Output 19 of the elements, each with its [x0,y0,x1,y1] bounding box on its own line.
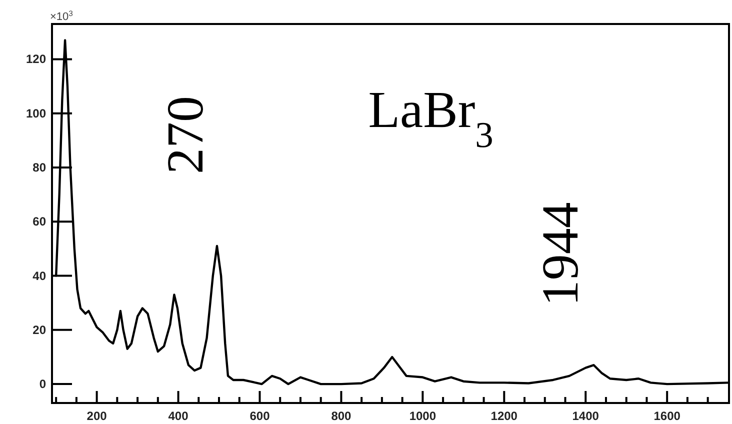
x-tick-label: 1000 [409,409,436,423]
y-tick-label: 60 [32,214,46,229]
y-tick-label: 20 [32,322,46,337]
x-tick-label: 400 [168,409,189,423]
x-tick-label: 800 [331,409,352,423]
x-tick-label: 1400 [572,409,600,423]
y-axis-title: ×10$^{3}$ [50,8,73,23]
y-tick-label: 80 [32,160,46,174]
text: LaBr$_{3}$ [368,82,494,155]
y-tick-label: 40 [32,268,46,283]
x-tick-label: 1600 [654,409,681,423]
x-tick-label: 1200 [490,409,518,423]
y-tick-label: 0 [39,377,46,392]
y-tick-label: 120 [26,52,46,66]
x-tick-label: 200 [86,409,108,423]
x-tick-label: 600 [250,409,270,423]
annotation: 1944 [532,202,590,306]
y-tick-label: 100 [26,106,46,120]
annotation: 270 [158,96,215,174]
